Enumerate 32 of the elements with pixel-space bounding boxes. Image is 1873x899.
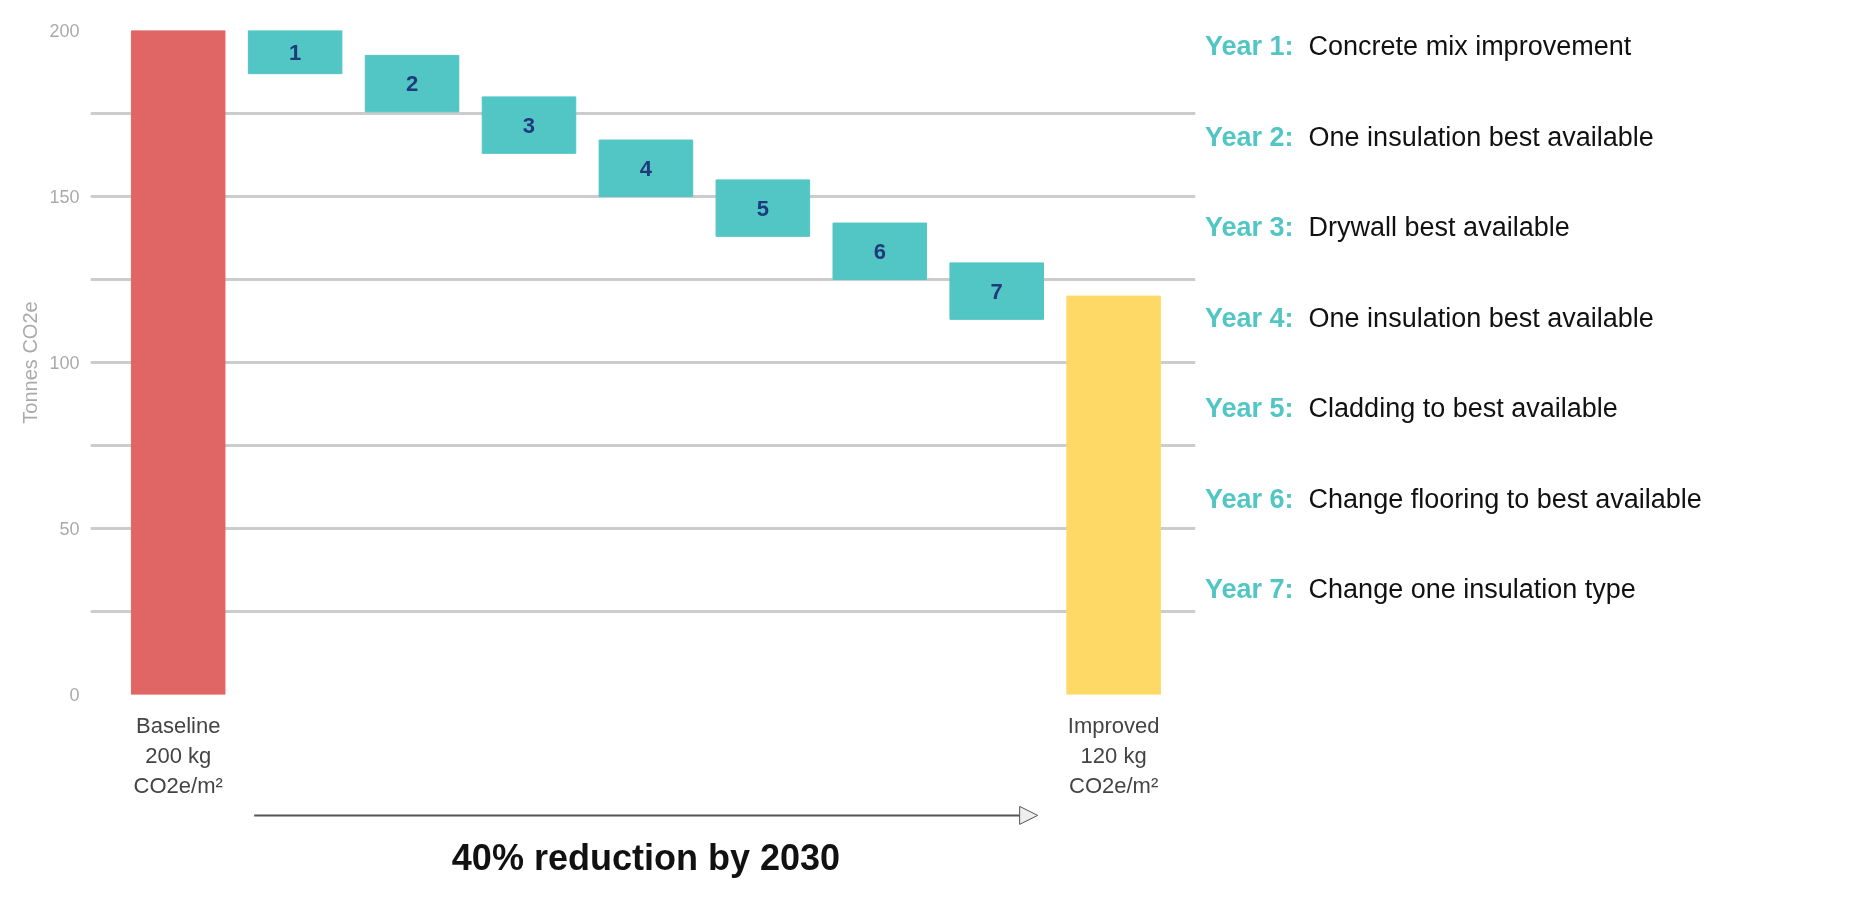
bar [364, 54, 460, 113]
text: Year 6: Change flooring to best available [1205, 482, 1702, 516]
text: Year 1: Concrete mix improvement [1205, 30, 1633, 63]
bar [598, 139, 694, 197]
y-tick-label: 150 [49, 187, 80, 207]
y-tick-label: 200 [49, 21, 80, 41]
text: Year 3: Drywall best available [1205, 211, 1571, 245]
annotation: 7 [990, 278, 1003, 304]
text: Year 5: Cladding to best available [1205, 392, 1619, 426]
bar [949, 262, 1044, 320]
bar [832, 222, 928, 280]
bar [1066, 295, 1161, 695]
y-tick-label: 50 [59, 519, 80, 539]
text: Year 7: Change one insulation type [1205, 573, 1637, 607]
bar [715, 179, 811, 237]
text: 40% reduction by 2030 [451, 837, 841, 879]
annotation: 1 [289, 39, 302, 65]
y-tick-label: 100 [49, 353, 80, 373]
y-tick-label: 0 [69, 685, 80, 705]
text: Year 4: One insulation best available [1205, 301, 1655, 335]
annotation: 5 [756, 195, 769, 221]
x-tick-label: Baseline 200 kg CO2e/m² [133, 712, 223, 798]
annotation: 4 [639, 155, 653, 181]
y-axis-title: Tonnes CO2e [19, 301, 42, 424]
annotation: 6 [873, 238, 886, 264]
x-tick-label: Improved 120 kg CO2e/m² [1067, 712, 1160, 798]
annotation: 2 [405, 71, 419, 97]
bar [481, 96, 577, 154]
text: Year 2: One insulation best available [1205, 120, 1655, 154]
bar [130, 30, 226, 695]
annotation: 3 [522, 112, 536, 138]
bar [247, 30, 343, 75]
